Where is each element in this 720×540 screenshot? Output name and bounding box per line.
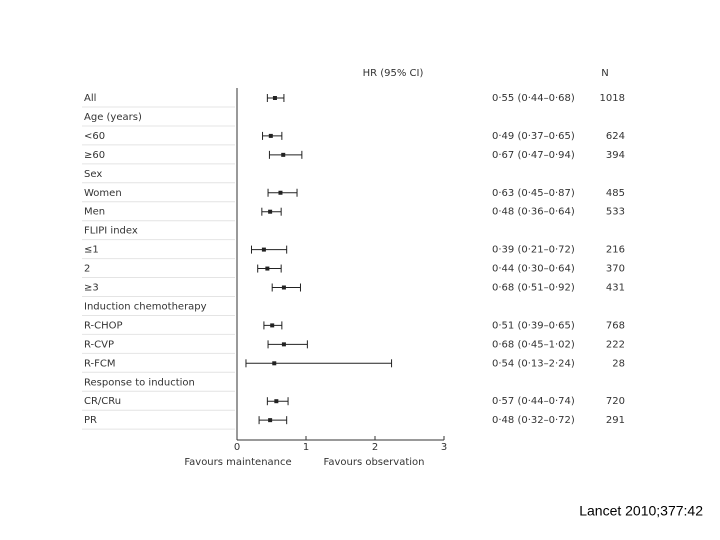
n-label: 431 <box>606 283 625 294</box>
hr-point <box>261 247 266 252</box>
row-label: R-CVP <box>84 339 114 350</box>
n-column-header: N <box>601 68 608 79</box>
hr-label: 0·54 (0·13–2·24) <box>492 358 575 369</box>
hr-label: 0·48 (0·36–0·64) <box>492 207 575 218</box>
row-label: 2 <box>84 264 90 275</box>
n-label: 216 <box>606 245 625 256</box>
hr-label: 0·48 (0·32–0·72) <box>492 415 575 426</box>
n-label: 485 <box>606 188 625 199</box>
x-label-right: Favours observation <box>324 457 425 468</box>
row-label: Sex <box>84 169 102 180</box>
n-label: 720 <box>606 396 625 407</box>
row-label: Response to induction <box>84 377 195 388</box>
hr-label: 0·67 (0·47–0·94) <box>492 150 575 161</box>
hr-point <box>270 323 275 328</box>
hr-point <box>281 285 286 290</box>
row-label: <60 <box>84 131 105 142</box>
n-label: 768 <box>606 320 625 331</box>
hr-label: 0·57 (0·44–0·74) <box>492 396 575 407</box>
n-label: 624 <box>606 131 625 142</box>
hr-column-header: HR (95% CI) <box>363 68 424 79</box>
row-label: Women <box>84 188 122 199</box>
row-label: PR <box>84 415 97 426</box>
hr-point <box>281 342 286 347</box>
hr-point <box>268 133 273 138</box>
n-label: 394 <box>606 150 625 161</box>
hr-point <box>281 152 286 157</box>
hr-label: 0·51 (0·39–0·65) <box>492 320 575 331</box>
n-label: 222 <box>606 339 625 350</box>
hr-point <box>274 399 279 404</box>
row-label: ≥60 <box>84 150 105 161</box>
x-tick-label: 2 <box>372 442 378 453</box>
row-label: Men <box>84 207 105 218</box>
hr-label: 0·44 (0·30–0·64) <box>492 264 575 275</box>
row-label: All <box>84 93 96 104</box>
row-label: R-FCM <box>84 358 116 369</box>
hr-label: 0·49 (0·37–0·65) <box>492 131 575 142</box>
n-label: 1018 <box>600 93 625 104</box>
n-label: 533 <box>606 207 625 218</box>
row-label: FLIPI index <box>84 226 138 237</box>
hr-point <box>278 190 283 195</box>
hr-label: 0·68 (0·51–0·92) <box>492 283 575 294</box>
row-label: CR/CRu <box>84 396 121 407</box>
hr-label: 0·63 (0·45–0·87) <box>492 188 575 199</box>
hr-label: 0·39 (0·21–0·72) <box>492 245 575 256</box>
row-label: ≥3 <box>84 283 99 294</box>
n-label: 28 <box>612 358 625 369</box>
x-tick-label: 0 <box>234 442 240 453</box>
x-tick-label: 1 <box>303 442 309 453</box>
x-label-left: Favours maintenance <box>184 457 291 468</box>
n-label: 370 <box>606 264 625 275</box>
hr-point <box>268 418 273 423</box>
source: Lancet 2010;377:42 <box>579 503 703 519</box>
hr-label: 0·55 (0·44–0·68) <box>492 93 575 104</box>
row-label: Age (years) <box>84 112 142 123</box>
row-label: Induction chemotherapy <box>84 301 207 312</box>
row-label: R-CHOP <box>84 320 123 331</box>
hr-label: 0·68 (0·45–1·02) <box>492 339 575 350</box>
hr-point <box>272 96 277 100</box>
hr-point <box>272 361 277 366</box>
x-tick-label: 3 <box>441 442 447 453</box>
n-label: 291 <box>606 415 625 426</box>
hr-point <box>265 266 270 271</box>
row-label: ≤1 <box>84 245 99 256</box>
hr-point <box>268 209 273 214</box>
